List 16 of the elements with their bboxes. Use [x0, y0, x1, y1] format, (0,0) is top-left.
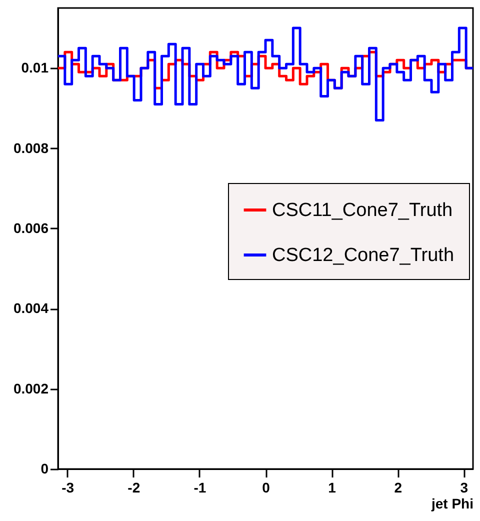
x-axis-title: jet Phi	[430, 496, 474, 512]
y-tick-label: 0.008	[13, 140, 49, 156]
x-tick-label: -2	[128, 480, 140, 496]
y-tick-label: 0.006	[13, 220, 49, 236]
y-tick-label: 0	[40, 460, 49, 476]
x-tick-label: 0	[262, 480, 270, 496]
legend-label: CSC12_Cone7_Truth	[272, 245, 454, 266]
legend-label: CSC11_Cone7_Truth	[272, 200, 453, 221]
x-tick-label: 1	[328, 480, 336, 496]
y-tick-label: 0.01	[21, 60, 49, 76]
x-tick-label: 2	[394, 480, 402, 496]
x-tick-label: 3	[460, 480, 468, 496]
y-tick-label: 0.002	[13, 380, 49, 396]
x-tick-label: -3	[62, 480, 74, 496]
y-tick-label: 0.004	[13, 300, 49, 316]
x-tick-label: -1	[194, 480, 206, 496]
